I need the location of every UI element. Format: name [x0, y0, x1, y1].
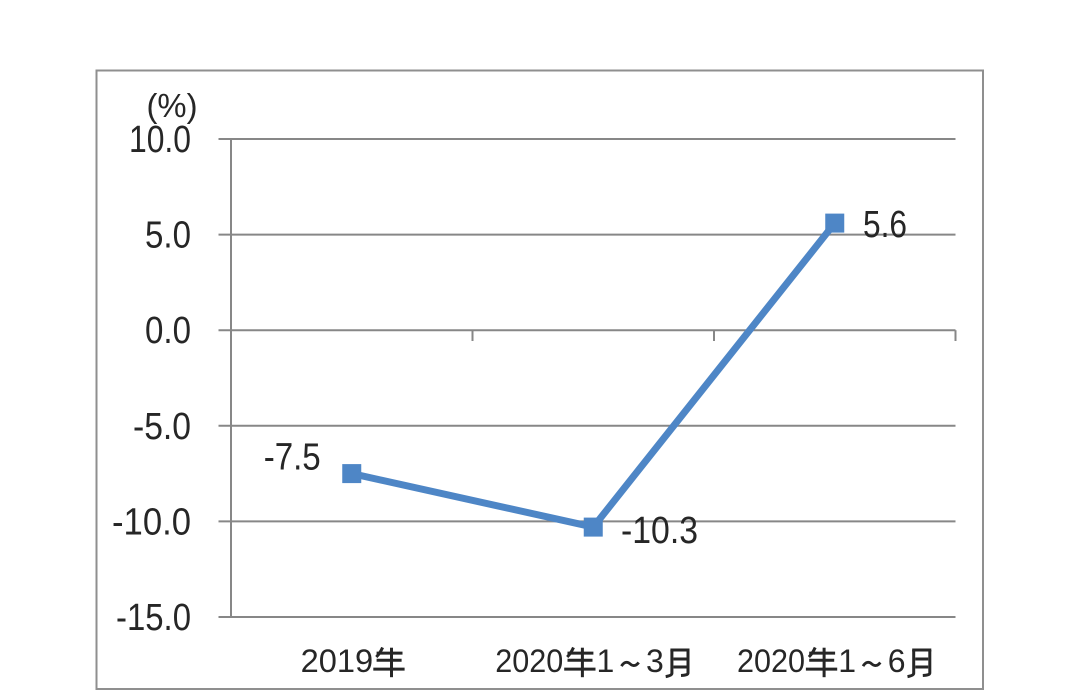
svg-text:3: 3	[646, 643, 664, 679]
svg-text:2020: 2020	[495, 643, 563, 679]
svg-text:-10.0: -10.0	[112, 501, 191, 543]
svg-text:(%): (%)	[147, 87, 198, 124]
svg-text:1: 1	[597, 643, 615, 679]
svg-text:-7.5: -7.5	[264, 437, 321, 479]
svg-text:6: 6	[888, 643, 906, 679]
svg-text:5.0: 5.0	[145, 215, 191, 257]
svg-text:2019: 2019	[301, 643, 374, 679]
svg-text:-5.0: -5.0	[133, 406, 191, 448]
svg-text:10.0: 10.0	[129, 119, 191, 161]
svg-text:2020: 2020	[737, 643, 805, 679]
svg-text:1: 1	[838, 643, 856, 679]
svg-text:-15.0: -15.0	[116, 597, 191, 639]
svg-text:5.6: 5.6	[863, 204, 907, 246]
svg-text:-10.3: -10.3	[621, 510, 698, 552]
svg-text:0.0: 0.0	[145, 310, 191, 352]
